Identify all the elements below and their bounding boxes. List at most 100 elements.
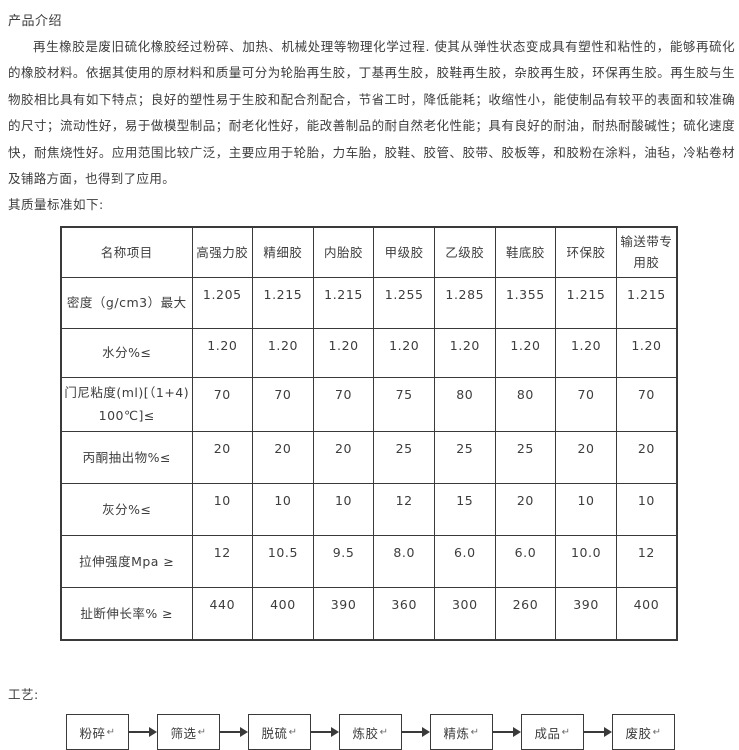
table-row-moisture: 水分%≤ 1.20 1.20 1.20 1.20 1.20 1.20 1.20 … xyxy=(60,327,678,378)
row-label: 丙酮抽出物%≤ xyxy=(60,430,193,484)
table-row-tensile-strength: 拉伸强度Mpa ≥ 12 10.5 9.5 8.0 6.0 6.0 10.0 1… xyxy=(60,534,678,588)
table-cell: 1.20 xyxy=(252,327,314,378)
column-header: 甲级胶 xyxy=(373,226,435,278)
flow-step-crushing: 粉碎 ↵ xyxy=(66,714,129,750)
table-cell: 1.215 xyxy=(252,276,314,329)
flow-step-waste-rubber: 废胶 ↵ xyxy=(612,714,675,750)
flow-step-label: 精炼 xyxy=(443,725,470,741)
flow-step-label: 粉碎 xyxy=(79,725,106,741)
paragraph-return-icon: ↵ xyxy=(561,726,571,738)
table-cell: 12 xyxy=(191,534,254,588)
table-cell: 1.20 xyxy=(312,327,375,378)
table-cell: 390 xyxy=(312,586,375,641)
table-cell: 70 xyxy=(615,376,678,432)
table-cell: 400 xyxy=(252,586,314,641)
table-cell: 20 xyxy=(191,430,254,484)
paragraph-return-icon: ↵ xyxy=(106,726,116,738)
row-label: 拉伸强度Mpa ≥ xyxy=(60,534,193,588)
flow-arrow-icon xyxy=(584,727,612,738)
flow-step-label: 成品 xyxy=(534,725,561,741)
intro-paragraph: 再生橡胶是废旧硫化橡胶经过粉碎、加热、机械处理等物理化学过程. 使其从弹性状态变… xyxy=(8,39,735,187)
column-header: 高强力胶 xyxy=(191,226,254,278)
standards-lead-text: 其质量标准如下: xyxy=(8,197,104,213)
table-row-density: 密度（g/cm3）最大 1.205 1.215 1.215 1.255 1.28… xyxy=(60,276,678,329)
table-cell: 10 xyxy=(615,482,678,536)
table-cell: 9.5 xyxy=(312,534,375,588)
table-cell: 1.20 xyxy=(191,327,254,378)
table-cell: 20 xyxy=(252,430,314,484)
table-row-ash: 灰分%≤ 10 10 10 12 15 20 10 10 xyxy=(60,482,678,536)
table-cell: 75 xyxy=(373,376,435,432)
table-cell: 400 xyxy=(615,586,678,641)
table-cell: 390 xyxy=(555,586,617,641)
table-cell: 1.20 xyxy=(615,327,678,378)
table-cell: 20 xyxy=(555,430,617,484)
flow-step-label: 脱硫 xyxy=(261,725,288,741)
flow-step-finished-product: 成品 ↵ xyxy=(521,714,584,750)
flow-step-refining: 精炼 ↵ xyxy=(430,714,493,750)
table-cell: 440 xyxy=(191,586,254,641)
paragraph-return-icon: ↵ xyxy=(288,726,298,738)
table-row-mooney-viscosity: 门尼粘度(ml)[（1+4) 100℃]≤ 70 70 70 75 80 80 … xyxy=(60,376,678,432)
table-cell: 15 xyxy=(434,482,496,536)
table-cell: 1.20 xyxy=(555,327,617,378)
table-cell: 70 xyxy=(555,376,617,432)
column-header: 乙级胶 xyxy=(434,226,496,278)
column-header-item: 名称项目 xyxy=(60,226,193,278)
paragraph-return-icon: ↵ xyxy=(197,726,207,738)
flow-arrow-icon xyxy=(311,727,339,738)
table-cell: 1.255 xyxy=(373,276,435,329)
row-label: 灰分%≤ xyxy=(60,482,193,536)
column-header: 环保胶 xyxy=(555,226,617,278)
row-label: 密度（g/cm3）最大 xyxy=(60,276,193,329)
table-row-acetone-extract: 丙酮抽出物%≤ 20 20 20 25 25 25 20 20 xyxy=(60,430,678,484)
flow-arrow-icon xyxy=(220,727,248,738)
table-cell: 12 xyxy=(615,534,678,588)
table-cell: 10 xyxy=(312,482,375,536)
paragraph-return-icon: ↵ xyxy=(379,726,389,738)
table-cell: 10 xyxy=(555,482,617,536)
page-title: 产品介绍 xyxy=(8,14,63,29)
column-header: 鞋底胶 xyxy=(494,226,557,278)
table-cell: 20 xyxy=(494,482,557,536)
column-header: 精细胶 xyxy=(252,226,314,278)
table-cell: 70 xyxy=(191,376,254,432)
flow-step-milling: 炼胶 ↵ xyxy=(339,714,402,750)
table-cell: 1.215 xyxy=(615,276,678,329)
table-cell: 70 xyxy=(312,376,375,432)
row-label: 扯断伸长率% ≥ xyxy=(60,586,193,641)
table-cell: 1.215 xyxy=(312,276,375,329)
table-cell: 6.0 xyxy=(434,534,496,588)
flow-step-label: 筛选 xyxy=(170,725,197,741)
paragraph-return-icon: ↵ xyxy=(652,726,662,738)
table-cell: 10 xyxy=(191,482,254,536)
table-cell: 6.0 xyxy=(494,534,557,588)
table-cell: 10 xyxy=(252,482,314,536)
table-row-elongation: 扯断伸长率% ≥ 440 400 390 360 300 260 390 400 xyxy=(60,586,678,641)
table-cell: 360 xyxy=(373,586,435,641)
paragraph-return-icon: ↵ xyxy=(470,726,480,738)
table-cell: 8.0 xyxy=(373,534,435,588)
table-header-row: 名称项目 高强力胶 精细胶 内胎胶 甲级胶 乙级胶 鞋底胶 环保胶 输送带专用胶 xyxy=(60,226,678,278)
table-cell: 1.215 xyxy=(555,276,617,329)
table-cell: 260 xyxy=(494,586,557,641)
table-cell: 1.205 xyxy=(191,276,254,329)
table-cell: 12 xyxy=(373,482,435,536)
row-label: 水分%≤ xyxy=(60,327,193,378)
table-cell: 1.20 xyxy=(494,327,557,378)
flow-step-desulfurization: 脱硫 ↵ xyxy=(248,714,311,750)
row-label: 门尼粘度(ml)[（1+4) 100℃]≤ xyxy=(60,376,193,432)
table-cell: 70 xyxy=(252,376,314,432)
table-cell: 1.20 xyxy=(373,327,435,378)
table-cell: 1.285 xyxy=(434,276,496,329)
table-cell: 80 xyxy=(434,376,496,432)
quality-standards-table: 名称项目 高强力胶 精细胶 内胎胶 甲级胶 乙级胶 鞋底胶 环保胶 输送带专用胶… xyxy=(60,225,678,642)
table-cell: 10.5 xyxy=(252,534,314,588)
table-cell: 25 xyxy=(434,430,496,484)
flow-arrow-icon xyxy=(129,727,157,738)
flow-step-screening: 筛选 ↵ xyxy=(157,714,220,750)
column-header: 输送带专用胶 xyxy=(615,226,678,278)
column-header: 内胎胶 xyxy=(312,226,375,278)
table-cell: 25 xyxy=(373,430,435,484)
